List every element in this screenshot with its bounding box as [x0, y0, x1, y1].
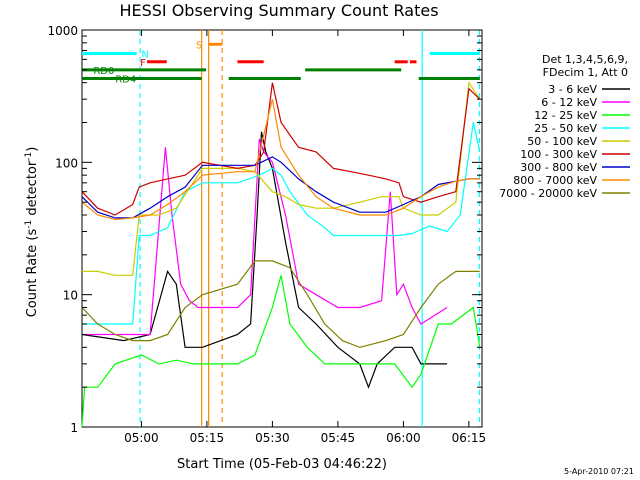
series-line-1 — [82, 138, 448, 336]
series-line-4 — [82, 80, 481, 276]
series-line-8 — [81, 260, 480, 348]
y-axis-label-sup2: -1 — [24, 152, 34, 161]
legend-header-1: FDecim 1, Att 0 — [543, 66, 628, 79]
legend-label-8: 7000 - 20000 keV — [499, 187, 597, 200]
x-tick-label-2: 05:30 — [255, 431, 290, 445]
state-label-1: S — [196, 40, 202, 51]
y-tick-label-3: 1000 — [47, 24, 78, 38]
x-tick-label-5: 06:15 — [452, 431, 487, 445]
x-axis-ticks: 05:00 05:15 05:30 05:45 06:00 06:15 — [124, 30, 486, 445]
series-line-6 — [81, 156, 480, 219]
legend-label-4: 50 - 100 keV — [527, 135, 597, 148]
series-line-0 — [81, 131, 448, 389]
state-label-3: RD0 — [93, 66, 114, 77]
state-label-0: N — [141, 49, 148, 60]
x-axis-label: Start Time (05-Feb-03 04:46:22) — [177, 457, 387, 472]
y-tick-label-1: 10 — [63, 289, 78, 303]
legend: Det 1,3,4,5,6,9,FDecim 1, Att 0 3 - 6 keV… — [499, 53, 630, 200]
x-tick-label-1: 05:15 — [190, 431, 225, 445]
y-axis-label-sup1: -1 — [24, 220, 34, 229]
chart-title: HESSI Observing Summary Count Rates — [119, 1, 438, 20]
y-tick-label-0: 1 — [70, 421, 78, 435]
series-line-2 — [81, 275, 481, 428]
series-line-3 — [82, 122, 481, 325]
y-axis-label-part2: detector — [25, 160, 40, 220]
plot-frame — [81, 29, 483, 428]
x-tick-label-4: 06:00 — [386, 431, 421, 445]
y-axis-label-part3: ) — [25, 147, 40, 152]
legend-label-3: 25 - 50 keV — [534, 122, 597, 135]
x-tick-label-0: 05:00 — [124, 431, 159, 445]
legend-label-0: 3 - 6 keV — [548, 83, 597, 96]
y-axis-label-part1: Count Rate (s — [25, 229, 40, 318]
series-line-7 — [81, 99, 480, 221]
state-label-4: RD4 — [115, 75, 136, 86]
legend-label-5: 100 - 300 keV — [520, 148, 597, 161]
y-axis-ticks: 1 10 100 1000 — [47, 24, 482, 435]
legend-label-7: 800 - 7000 keV — [513, 174, 597, 187]
legend-label-2: 12 - 25 keV — [534, 109, 597, 122]
state-label-2: F — [140, 58, 146, 69]
legend-label-6: 300 - 800 keV — [520, 161, 597, 174]
legend-header-0: Det 1,3,4,5,6,9, — [542, 53, 628, 66]
y-axis-label: Count Rate (s-1 detector-1) — [24, 147, 40, 318]
x-tick-label-3: 05:45 — [321, 431, 356, 445]
y-tick-label-2: 100 — [55, 156, 78, 170]
footer-date: 5-Apr-2010 07:21 — [564, 467, 634, 476]
legend-label-1: 6 - 12 keV — [541, 96, 597, 109]
